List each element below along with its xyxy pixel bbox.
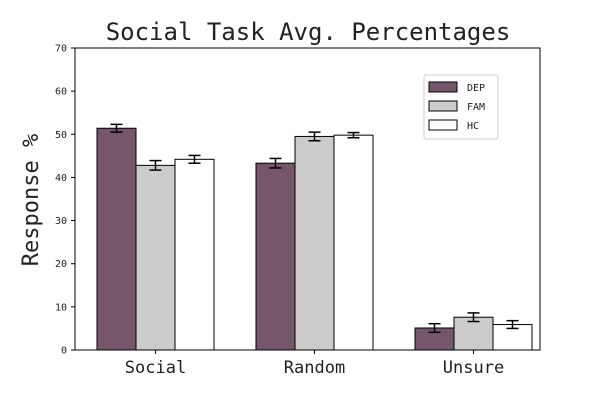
bar-fam-random xyxy=(294,135,335,351)
plot-area: Social Random Unsure 0 10 20 30 40 50 60 70 xyxy=(55,44,541,378)
y-tick-label: 0 xyxy=(61,346,67,357)
y-tick-label: 60 xyxy=(55,87,67,98)
x-tick-label: Random xyxy=(284,358,345,378)
error-bar-fam-random xyxy=(308,131,321,142)
legend-swatch-dep xyxy=(428,81,458,93)
error-bar-hc-random xyxy=(347,131,360,139)
x-tick-label: Unsure xyxy=(443,358,504,378)
legend-swatch-fam xyxy=(428,100,458,112)
error-bar-dep-unsure xyxy=(428,322,441,334)
chart-title: Social Task Avg. Percentages xyxy=(106,18,511,46)
legend-label-hc: HC xyxy=(467,121,479,132)
y-tick-label: 70 xyxy=(55,44,67,55)
y-tick-label: 30 xyxy=(55,216,67,227)
error-bar-fam-unsure xyxy=(467,312,480,323)
x-tick-label: Social xyxy=(125,358,186,378)
y-tick-label: 20 xyxy=(55,259,67,270)
error-bar-hc-unsure xyxy=(506,319,519,330)
bar-hc-random xyxy=(333,134,374,351)
bar-dep-social xyxy=(96,127,137,351)
error-bar-hc-social xyxy=(188,154,201,164)
legend-label-dep: DEP xyxy=(467,83,485,94)
plot-frame xyxy=(74,47,541,351)
error-bar-dep-random xyxy=(269,157,282,169)
bar-hc-social xyxy=(174,158,215,351)
legend-label-fam: FAM xyxy=(467,102,485,113)
y-tick-label: 10 xyxy=(55,302,67,313)
y-axis-label: Response % xyxy=(19,134,44,266)
y-tick-label: 50 xyxy=(55,130,67,141)
bar-fam-social xyxy=(135,164,176,351)
legend: DEP FAM HC xyxy=(423,74,499,140)
y-tick-label: 40 xyxy=(55,173,67,184)
error-bar-fam-social xyxy=(149,159,162,171)
bar-dep-random xyxy=(255,162,296,351)
error-bar-dep-social xyxy=(110,123,123,133)
legend-swatch-hc xyxy=(428,119,458,131)
